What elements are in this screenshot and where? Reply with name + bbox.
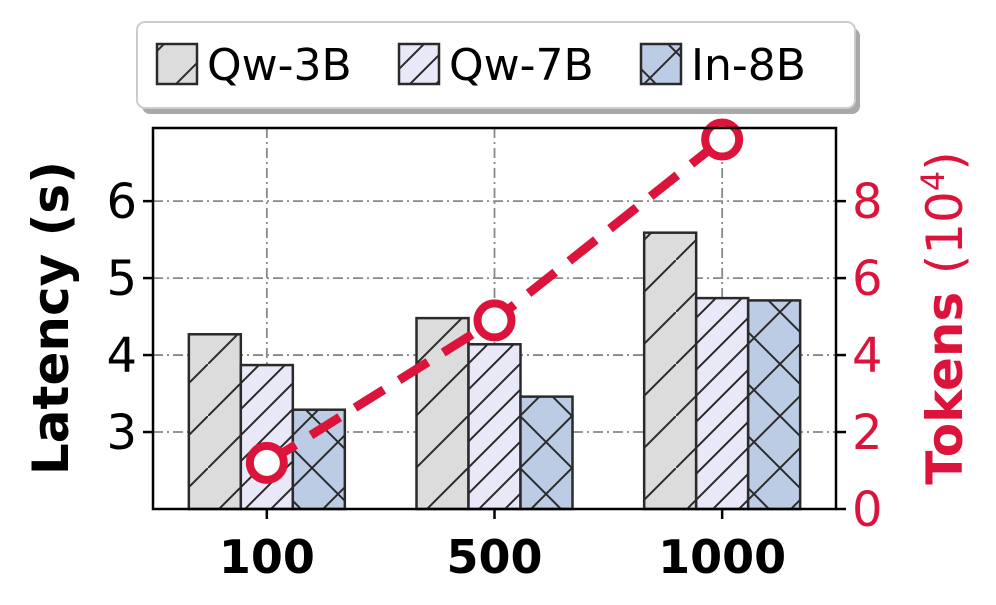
legend-swatch-hatch-in-8b [639,42,683,86]
bar-hatch-in-8b-1000 [746,299,802,511]
bar-hatch-qw-7b-500 [467,343,522,511]
y2-axis-title-open: ( [916,255,974,275]
y2-tick-label: 4 [852,328,883,384]
bar-hatch-in-8b-100 [291,408,347,511]
legend: Qw-3B Qw-7B In-8B [136,21,860,114]
x-tick-label: 1000 [658,530,786,584]
legend-swatch-hatch-qw-7b [397,42,441,86]
bar-hatch-qw-7b-100 [239,363,295,511]
y2-axis-title-main: Tokens [916,292,974,485]
left-ticks: 3 4 5 6 [106,174,153,461]
legend-swatch-hatch-qw-3b [155,42,199,86]
right-ticks: 0 2 4 6 8 [836,174,883,538]
legend-label-qw-3b: Qw-3B [207,40,352,91]
y2-tick-label: 6 [852,251,883,307]
y2-axis-title: Tokens (104) [914,151,974,484]
y-tick-label: 4 [106,328,137,384]
plot-area: 3 4 5 6 0 2 4 6 8 100 500 1000 [106,118,883,584]
y2-axis-title-unit: 10 [916,191,974,255]
y2-tick-label: 0 [852,482,883,538]
y-axis-title: Latency (s) [22,161,80,475]
token-line [245,118,744,484]
y-tick-label: 3 [106,405,137,461]
x-ticks: 100 500 1000 [219,509,786,584]
legend-label-qw-7b: Qw-7B [449,40,594,91]
x-tick-label: 500 [446,530,542,584]
legend-label-in-8b: In-8B [691,40,806,91]
bar-hatch-qw-3b-1000 [642,231,698,511]
y2-tick-label: 2 [852,405,883,461]
y2-axis-title-exp: 4 [914,171,952,191]
token-point-1000 [701,118,744,161]
y2-tick-label: 8 [852,174,883,230]
x-tick-label: 100 [219,530,315,584]
token-point-500 [473,299,516,342]
bar-hatch-qw-3b-100 [187,333,243,511]
y-tick-label: 6 [106,174,137,230]
bar-hatch-qw-7b-1000 [694,296,750,511]
y-tick-label: 5 [106,251,137,307]
bar-hatch-in-8b-500 [519,395,574,511]
y2-axis-title-close: ) [916,151,974,171]
token-point-100 [245,441,288,484]
